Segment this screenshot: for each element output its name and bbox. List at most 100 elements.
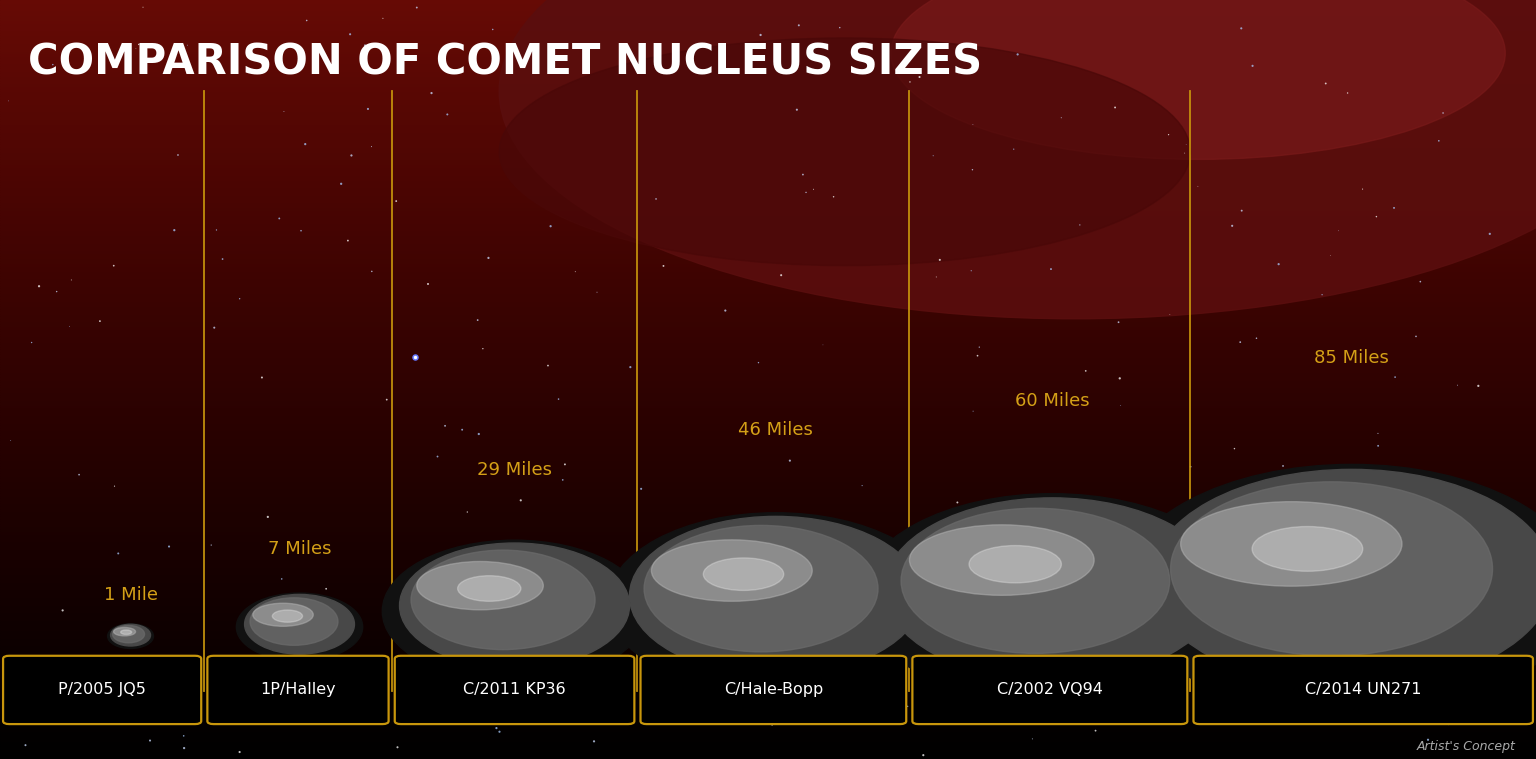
Point <box>1362 512 1387 524</box>
Bar <box>0 248 1536 250</box>
Bar <box>0 453 1536 455</box>
Point <box>1478 530 1502 542</box>
Bar <box>0 410 1536 412</box>
Bar <box>0 260 1536 263</box>
Bar <box>0 286 1536 288</box>
Point <box>895 701 920 713</box>
Point <box>467 428 492 440</box>
Ellipse shape <box>891 0 1505 159</box>
Bar <box>0 397 1536 400</box>
Point <box>172 729 197 742</box>
Bar <box>0 146 1536 150</box>
Point <box>386 742 410 754</box>
Point <box>476 252 501 264</box>
Bar <box>0 304 1536 306</box>
Bar <box>0 455 1536 458</box>
Bar <box>0 192 1536 195</box>
Ellipse shape <box>909 524 1094 595</box>
Ellipse shape <box>902 509 1170 653</box>
Point <box>269 573 293 585</box>
Bar <box>0 590 1536 592</box>
FancyBboxPatch shape <box>641 656 906 724</box>
Text: 60 Miles: 60 Miles <box>1015 392 1089 410</box>
Bar <box>0 200 1536 203</box>
Bar <box>0 647 1536 650</box>
Bar <box>0 129 1536 131</box>
Bar <box>0 83 1536 86</box>
Bar <box>0 165 1536 167</box>
Point <box>1471 605 1496 617</box>
Bar <box>0 701 1536 704</box>
Text: C/2011 KP36: C/2011 KP36 <box>464 682 565 698</box>
Point <box>131 1 155 13</box>
Point <box>416 278 441 290</box>
Point <box>1038 263 1063 276</box>
Ellipse shape <box>114 628 135 636</box>
Bar <box>0 650 1536 653</box>
Point <box>978 699 1003 711</box>
Point <box>958 265 983 277</box>
Bar <box>0 704 1536 706</box>
Bar <box>0 496 1536 499</box>
Bar <box>0 749 1536 751</box>
Bar <box>0 109 1536 112</box>
Bar <box>0 99 1536 101</box>
Bar <box>0 104 1536 106</box>
Point <box>644 193 668 205</box>
Point <box>250 371 275 383</box>
Bar <box>0 101 1536 104</box>
Bar <box>0 182 1536 184</box>
Bar <box>0 215 1536 218</box>
Point <box>1223 442 1247 455</box>
Bar <box>0 106 1536 109</box>
Point <box>210 253 235 265</box>
Point <box>1266 258 1290 270</box>
Ellipse shape <box>111 625 151 646</box>
Bar <box>0 478 1536 480</box>
Point <box>585 286 610 298</box>
Point <box>436 682 461 694</box>
Point <box>1382 371 1407 383</box>
Point <box>0 95 22 107</box>
Point <box>35 713 60 726</box>
Bar <box>0 20 1536 23</box>
Point <box>1416 734 1441 746</box>
Point <box>1001 143 1026 156</box>
Bar <box>0 463 1536 465</box>
Point <box>14 739 38 751</box>
Bar <box>0 68 1536 71</box>
Bar <box>0 288 1536 291</box>
Bar <box>0 582 1536 584</box>
Bar <box>0 380 1536 382</box>
Point <box>293 138 318 150</box>
Bar <box>0 351 1536 354</box>
Bar <box>0 362 1536 364</box>
Point <box>968 341 992 353</box>
Bar <box>0 559 1536 562</box>
Bar <box>0 569 1536 572</box>
Point <box>1227 336 1252 348</box>
Text: P/2005 JQ5: P/2005 JQ5 <box>58 682 146 698</box>
Point <box>1229 22 1253 34</box>
Bar <box>0 412 1536 415</box>
Bar <box>0 210 1536 213</box>
Bar <box>0 294 1536 296</box>
Bar <box>0 144 1536 146</box>
Bar <box>0 127 1536 129</box>
Bar <box>0 279 1536 281</box>
Point <box>524 46 548 58</box>
Bar <box>0 167 1536 169</box>
Bar <box>0 602 1536 605</box>
Bar <box>0 518 1536 521</box>
Bar <box>0 471 1536 473</box>
Bar <box>0 468 1536 471</box>
Bar <box>0 301 1536 304</box>
Text: 1P/Halley: 1P/Halley <box>260 682 336 698</box>
Point <box>760 719 785 731</box>
Bar <box>0 51 1536 53</box>
Point <box>1220 220 1244 232</box>
Bar <box>0 332 1536 334</box>
Bar <box>0 13 1536 15</box>
Bar <box>0 546 1536 549</box>
Bar <box>0 342 1536 344</box>
